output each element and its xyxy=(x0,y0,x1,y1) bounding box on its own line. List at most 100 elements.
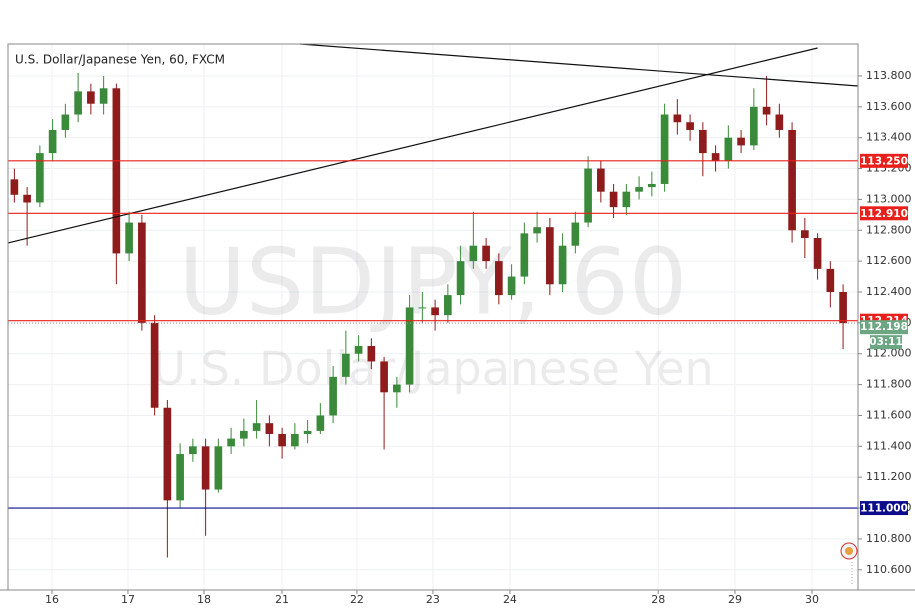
y-tick-label: 113.600 xyxy=(866,100,912,113)
y-tick-label: 112.600 xyxy=(866,254,912,267)
candle-body xyxy=(839,291,847,324)
trend-line xyxy=(299,43,859,87)
candle-body xyxy=(138,222,146,323)
candle-body xyxy=(597,168,605,192)
candle-body xyxy=(303,430,312,434)
candle-body xyxy=(125,222,133,254)
candle-body xyxy=(99,88,108,104)
y-tick-label: 112.000 xyxy=(866,347,912,360)
candle-body xyxy=(788,129,796,231)
candle-body xyxy=(87,91,95,104)
countdown-label: 03:11 xyxy=(869,336,902,348)
x-tick-label: 16 xyxy=(45,593,59,606)
x-tick-label: 22 xyxy=(350,593,364,606)
candle-body xyxy=(495,261,503,296)
level-label-box xyxy=(860,501,908,516)
candle-body xyxy=(240,430,248,439)
candle-body xyxy=(813,237,822,269)
x-tick-label: 28 xyxy=(651,593,665,606)
candle-body xyxy=(150,322,159,408)
y-tick-label: 111.800 xyxy=(866,378,912,391)
marks xyxy=(7,43,859,558)
candle-body xyxy=(686,122,694,130)
candle-body xyxy=(316,415,325,431)
y-tick-label: 112.800 xyxy=(866,223,912,236)
candle-body xyxy=(660,114,669,184)
candle-body xyxy=(801,230,809,238)
y-tick-label: 110.800 xyxy=(866,532,912,545)
y-tick-label: 111.200 xyxy=(866,470,912,483)
candle-body xyxy=(711,153,720,161)
candle-body xyxy=(469,245,478,262)
candle-body xyxy=(189,446,197,455)
candle-body xyxy=(10,179,19,195)
icon xyxy=(840,542,858,586)
candle-body xyxy=(826,268,835,292)
candle-body xyxy=(431,307,439,316)
candle-body xyxy=(584,168,592,223)
candle-body xyxy=(36,153,44,203)
y-tick-label: 113.400 xyxy=(866,131,912,144)
candle-body xyxy=(48,129,57,154)
candle-body xyxy=(265,423,274,434)
candle-body xyxy=(546,227,554,285)
candle-body xyxy=(291,433,299,447)
candle-body xyxy=(227,438,235,447)
x-tick-label: 24 xyxy=(503,593,517,606)
y-tick-label: 112.400 xyxy=(866,285,912,298)
candle-body xyxy=(112,88,121,254)
candle-body xyxy=(775,114,784,130)
candle-body xyxy=(750,106,758,146)
candle-body xyxy=(393,384,401,393)
candle-body xyxy=(278,433,286,447)
candle-body xyxy=(507,276,516,296)
candle-body xyxy=(163,407,172,501)
candle-body xyxy=(74,91,82,115)
candle-body xyxy=(724,137,733,161)
candle-body xyxy=(737,137,745,146)
candle-body xyxy=(214,446,223,490)
candle-body xyxy=(520,233,529,277)
candle-body xyxy=(571,222,580,246)
x-tick-label: 18 xyxy=(197,593,211,606)
candle-body xyxy=(380,361,388,393)
trend-line xyxy=(7,47,818,244)
axes: 110.600 110.800 111.000 111.200 111.400 111.6… xyxy=(45,69,912,606)
candle-body xyxy=(176,454,184,501)
candle-body xyxy=(342,353,350,377)
candle-body xyxy=(354,346,363,354)
candle-body xyxy=(635,187,643,192)
level-label: 112.910 xyxy=(860,208,908,220)
level-label-box xyxy=(860,153,908,168)
candle-body xyxy=(61,114,70,130)
candle-body xyxy=(558,245,567,285)
candle-body xyxy=(482,245,490,262)
chart-title: U.S. Dollar/Japanese Yen, 60, FXCM xyxy=(15,53,225,67)
x-tick-label: 23 xyxy=(426,593,440,606)
candle-body xyxy=(699,129,707,154)
candle-body xyxy=(418,307,427,309)
candle-body xyxy=(405,307,414,385)
current-price-label: 112.198 xyxy=(860,321,908,333)
y-tick-label: 113.800 xyxy=(866,69,912,82)
candle-body xyxy=(762,106,771,115)
y-tick-label: 111.400 xyxy=(866,439,912,452)
candle-body xyxy=(673,114,682,123)
candle-body xyxy=(456,261,465,296)
y-tick-label: 111.600 xyxy=(866,408,912,421)
candle-body xyxy=(533,227,541,234)
candle-body xyxy=(252,423,261,431)
candle-body xyxy=(367,346,376,362)
y-tick-label: 110.600 xyxy=(866,563,912,576)
candle-body xyxy=(201,446,210,490)
x-tick-label: 21 xyxy=(275,593,289,606)
x-tick-label: 29 xyxy=(728,593,742,606)
watermark-name: U.S. Dollar/Japanese Yen xyxy=(152,342,713,396)
candle-body xyxy=(622,191,631,208)
level-label: 113.250 xyxy=(860,155,908,167)
x-tick-label: 17 xyxy=(121,593,135,606)
level-label-box xyxy=(860,206,908,221)
watermark-symbol: USDJPY, 60 xyxy=(179,228,688,335)
